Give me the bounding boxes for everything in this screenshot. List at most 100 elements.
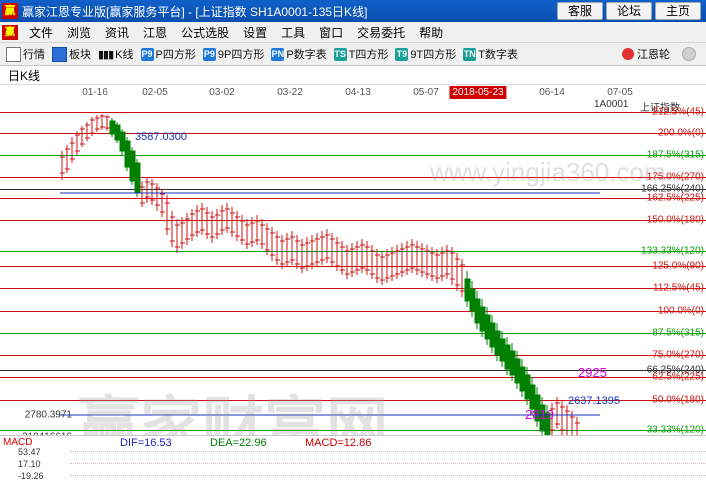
toolbar-plate[interactable]: 板块 bbox=[49, 45, 94, 63]
menu-item-trade[interactable]: 交易委托 bbox=[357, 25, 406, 40]
macd-macd-readout: MACD=12.86 bbox=[305, 437, 372, 449]
gann-line-4 bbox=[0, 189, 706, 190]
chart-area[interactable]: 01-16 02-05 03-02 03-22 04-13 05-07 2018… bbox=[0, 85, 706, 489]
gann-label-12: 75.0%(270) bbox=[652, 349, 704, 361]
gann-line-6 bbox=[0, 220, 706, 221]
price-and-volume-series bbox=[60, 114, 600, 483]
gann-line-7 bbox=[0, 251, 706, 252]
gann-label-5: 162.5%(225) bbox=[646, 192, 704, 204]
p9-badge-icon-2: P9 bbox=[202, 47, 216, 61]
toolbar-t9-square[interactable]: T9 9T四方形 bbox=[392, 45, 459, 63]
x-tick-5: 05-07 bbox=[413, 87, 439, 98]
gann-line-3 bbox=[0, 177, 706, 178]
t9-badge-icon: T9 bbox=[395, 47, 409, 61]
menu-item-settings[interactable]: 设置 bbox=[243, 25, 268, 40]
toolbar-p9-square[interactable]: P9 P四方形 bbox=[138, 45, 199, 63]
toolbar-kline[interactable]: ▮▮▮ K线 bbox=[95, 45, 137, 63]
gann-line-1 bbox=[0, 133, 706, 134]
macd-panel[interactable]: MACD 53.47 17.10 -19.26 DIF=16.53 DEA=22… bbox=[0, 435, 706, 484]
toolbar-pn-number-table-label: P数字表 bbox=[286, 49, 327, 61]
gann-line-15 bbox=[0, 400, 706, 401]
grid-icon bbox=[6, 46, 21, 62]
chart-name-label: 上证指数 bbox=[640, 103, 680, 114]
gann-line-8 bbox=[0, 266, 706, 267]
x-tick-4: 04-13 bbox=[345, 87, 371, 98]
gann-line-2 bbox=[0, 155, 706, 156]
gann-line-13 bbox=[0, 370, 706, 371]
menu-logo-icon: 赢 bbox=[2, 24, 18, 40]
annotation-2925: 2925 bbox=[578, 365, 607, 380]
gann-line-12 bbox=[0, 355, 706, 356]
chart-code-label: 1A0001 bbox=[594, 99, 629, 110]
blocks-icon bbox=[52, 46, 67, 62]
toolbar-ts-square-label: T四方形 bbox=[348, 49, 389, 61]
gann-label-14: 62.5%(225) bbox=[652, 371, 704, 383]
candles-icon: ▮▮▮ bbox=[98, 48, 114, 61]
toolbar: 行情 板块 ▮▮▮ K线 P9 P四方形 P9 9P四方形 PN P数字表 TS… bbox=[0, 43, 706, 66]
gann-line-10 bbox=[0, 311, 706, 312]
toolbar-t9-square-label: 9T四方形 bbox=[410, 49, 457, 61]
gann-label-8: 125.0%(90) bbox=[652, 260, 704, 272]
toolbar-market[interactable]: 行情 bbox=[3, 45, 48, 63]
menu-item-help[interactable]: 帮助 bbox=[419, 25, 444, 40]
toolbar-p-square-label: 9P四方形 bbox=[217, 49, 265, 61]
title-bar-buttons: 客服 论坛 主页 bbox=[556, 2, 704, 20]
menu-item-window[interactable]: 窗口 bbox=[319, 25, 344, 40]
pn-badge-icon: PN bbox=[271, 47, 285, 61]
title-bar: 赢 赢家江恩专业版[赢家服务平台] - [上证指数 SH1A0001-135日K… bbox=[0, 0, 706, 22]
toolbar-p9-square-label: P四方形 bbox=[155, 49, 196, 61]
gann-label-15: 50.0%(180) bbox=[652, 394, 704, 406]
tab-daily-kline[interactable]: 日K线 bbox=[8, 68, 41, 83]
macd-scale-1: 17.10 bbox=[18, 459, 41, 469]
toolbar-pn-number-table[interactable]: PN P数字表 bbox=[268, 45, 329, 63]
gann-label-10: 100.0%(0) bbox=[657, 305, 704, 317]
toolbar-ts-square[interactable]: TS T四方形 bbox=[331, 45, 392, 63]
gann-label-7: 133.33%(120) bbox=[641, 245, 704, 257]
x-tick-1: 02-05 bbox=[142, 87, 168, 98]
gann-line-5 bbox=[0, 198, 706, 199]
p9-badge-icon: P9 bbox=[140, 47, 154, 61]
window-title: 赢家江恩专业版[赢家服务平台] - [上证指数 SH1A0001-135日K线] bbox=[22, 4, 368, 19]
macd-gridline-2 bbox=[70, 475, 706, 476]
gann-label-0: 212.5%(45) bbox=[652, 106, 704, 118]
macd-title: MACD bbox=[3, 437, 33, 448]
toolbar-jiangen-wheel-label: 江恩轮 bbox=[637, 49, 670, 61]
toolbar-right-group: 江恩轮 bbox=[619, 45, 706, 63]
menu-item-formula-stock-pick[interactable]: 公式选股 bbox=[181, 25, 230, 40]
app-logo-icon: 赢 bbox=[2, 3, 18, 19]
macd-dif-readout: DIF=16.53 bbox=[120, 437, 172, 449]
gann-label-6: 150.0%(180) bbox=[646, 214, 704, 226]
gann-line-16 bbox=[0, 430, 706, 431]
gann-line-11 bbox=[0, 333, 706, 334]
ts-badge-icon: TS bbox=[333, 47, 347, 61]
annotation-high-price: 3587.0300 bbox=[135, 131, 187, 143]
x-tick-0: 01-16 bbox=[82, 87, 108, 98]
toolbar-market-label: 行情 bbox=[23, 49, 45, 61]
menu-item-tools[interactable]: 工具 bbox=[281, 25, 306, 40]
x-tick-2: 03-02 bbox=[209, 87, 235, 98]
gann-label-4: 166.25%(240) bbox=[641, 183, 704, 195]
toolbar-tn-number-table[interactable]: TN T数字表 bbox=[460, 45, 521, 63]
menu-item-browse[interactable]: 浏览 bbox=[67, 25, 92, 40]
x-tick-highlighted: 2018-05-23 bbox=[449, 86, 507, 99]
service-button[interactable]: 客服 bbox=[556, 2, 603, 20]
home-button[interactable]: 主页 bbox=[654, 2, 701, 20]
gray-circle-icon bbox=[682, 47, 696, 61]
menu-item-file[interactable]: 文件 bbox=[29, 25, 54, 40]
toolbar-kline-label: K线 bbox=[115, 49, 134, 61]
gann-line-9 bbox=[0, 288, 706, 289]
gann-label-1: 200.0%(0) bbox=[657, 127, 704, 139]
macd-gridline-1 bbox=[70, 463, 706, 464]
toolbar-p-square[interactable]: P9 9P四方形 bbox=[200, 45, 267, 63]
red-circle-icon bbox=[622, 48, 634, 60]
kline-tab-bar: 日K线 bbox=[0, 66, 706, 85]
toolbar-jiangen-wheel[interactable]: 江恩轮 bbox=[619, 45, 673, 63]
toolbar-more[interactable] bbox=[679, 46, 702, 62]
forum-button[interactable]: 论坛 bbox=[605, 2, 652, 20]
left-axis-label-0: 2780.3971 bbox=[24, 409, 72, 421]
menu-item-gann[interactable]: 江恩 bbox=[143, 25, 168, 40]
menu-bar: 赢 文件 浏览 资讯 江恩 公式选股 设置 工具 窗口 交易委托 帮助 bbox=[0, 22, 706, 43]
gann-label-16: 33.33%(120) bbox=[646, 424, 704, 436]
menu-item-news[interactable]: 资讯 bbox=[105, 25, 130, 40]
